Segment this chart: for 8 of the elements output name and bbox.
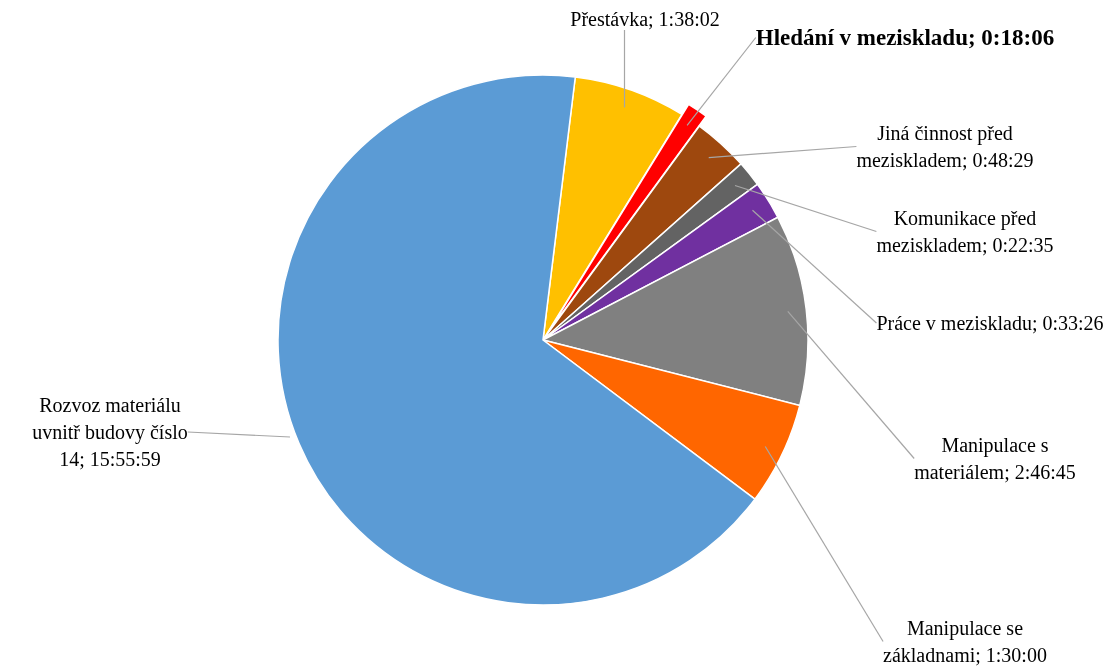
- slice-label: Jiná činnost před meziskladem; 0:48:29: [856, 122, 1034, 171]
- slice-label: Komunikace před meziskladem; 0:22:35: [876, 207, 1054, 256]
- slice-label: Rozvoz materiálu uvnitř budovy číslo 14; 15:55:59: [32, 394, 188, 470]
- slice-label: Manipulace se základnami; 1:30:00: [883, 617, 1047, 666]
- slice-label: Manipulace s materiálem; 2:46:45: [914, 434, 1076, 483]
- slice-label: Přestávka; 1:38:02: [570, 8, 720, 30]
- slice-label: Práce v meziskladu; 0:33:26: [876, 312, 1104, 334]
- slice-label: Hledání v meziskladu; 0:18:06: [755, 25, 1055, 50]
